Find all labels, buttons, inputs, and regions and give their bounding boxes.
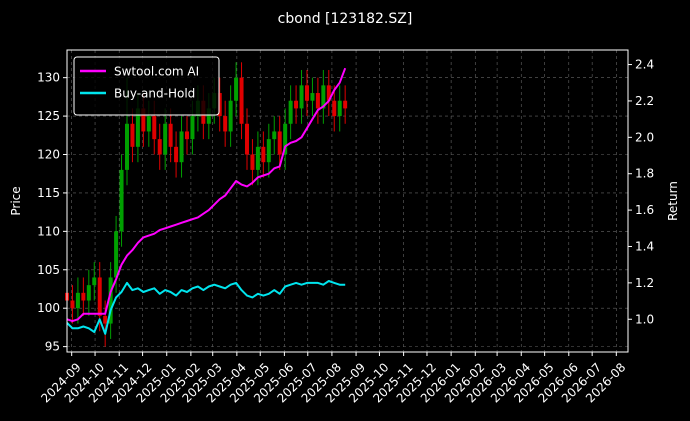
candle-body [239, 77, 244, 124]
candle-body [288, 100, 293, 124]
candle-body [315, 93, 320, 109]
y2-tick-label: 2.4 [635, 58, 654, 72]
candle-body [190, 116, 195, 140]
candle-body [152, 116, 157, 140]
candle-body [223, 116, 228, 132]
candle-body [228, 100, 233, 132]
candle-body [343, 100, 348, 109]
y-axis-label: Price [9, 186, 23, 215]
legend-label: Swtool.com AI [114, 65, 199, 79]
candle-body [174, 146, 179, 163]
y2-tick-label: 1.6 [635, 203, 654, 217]
candle-body [86, 285, 91, 301]
candle-body [304, 85, 309, 101]
candle-body [272, 131, 277, 140]
y-tick-label: 105 [37, 263, 60, 277]
candle-body [141, 108, 146, 132]
candle-body [326, 85, 331, 101]
candle-body [163, 123, 168, 155]
candle-body [114, 231, 119, 278]
candle-body [266, 139, 271, 163]
y-tick-label: 120 [37, 148, 60, 162]
candle-body [255, 146, 260, 170]
chart-title: cbond [123182.SZ] [278, 11, 413, 27]
candle-body [337, 100, 342, 117]
candle-body [283, 123, 288, 155]
y-tick-label: 100 [37, 301, 60, 315]
candle-body [108, 277, 113, 324]
candle-body [261, 146, 266, 163]
candle-body [277, 131, 282, 155]
y2-tick-label: 1.8 [635, 167, 654, 181]
candle-body [119, 169, 124, 232]
candle-body [130, 123, 135, 147]
candle-body [217, 93, 222, 117]
candle-body [310, 93, 315, 101]
candle-body [81, 292, 86, 301]
candle-body [70, 300, 75, 309]
candle-body [92, 277, 97, 286]
candle-body [97, 277, 102, 316]
legend: Swtool.com AI Buy-and-Hold [73, 56, 220, 116]
candle-body [135, 108, 140, 147]
candle-body [294, 100, 299, 109]
return-line [66, 67, 347, 323]
candle-body [244, 123, 249, 155]
candle-body [332, 100, 337, 117]
candle-body [234, 77, 239, 101]
y-tick-label: 110 [37, 224, 60, 238]
candle-body [179, 131, 184, 163]
candle-body [146, 116, 151, 132]
y2-axis-label: Return [666, 181, 680, 221]
y-tick-label: 115 [37, 186, 60, 200]
y-tick-label: 95 [45, 340, 60, 354]
return-line [66, 280, 346, 335]
y2-tick-label: 2.0 [635, 130, 654, 144]
y-tick-label: 125 [37, 109, 60, 123]
candle-body [103, 315, 108, 324]
plot-frame [66, 49, 629, 353]
y-tick-label: 130 [37, 71, 60, 85]
candle-body [168, 123, 173, 147]
y2-tick-label: 1.2 [635, 276, 654, 290]
y2-tick-label: 1.4 [635, 239, 654, 253]
candle-body [250, 154, 255, 170]
candle-body [157, 139, 162, 155]
y2-tick-label: 1.0 [635, 312, 654, 326]
candle-body [299, 85, 304, 109]
y2-tick-label: 2.2 [635, 94, 654, 108]
candle-body [184, 131, 189, 140]
legend-box [73, 56, 220, 116]
candle-body [206, 108, 211, 124]
legend-label: Buy-and-Hold [114, 87, 195, 101]
candle-body [75, 292, 80, 309]
candle-body [321, 85, 326, 109]
candle-body [124, 123, 129, 170]
